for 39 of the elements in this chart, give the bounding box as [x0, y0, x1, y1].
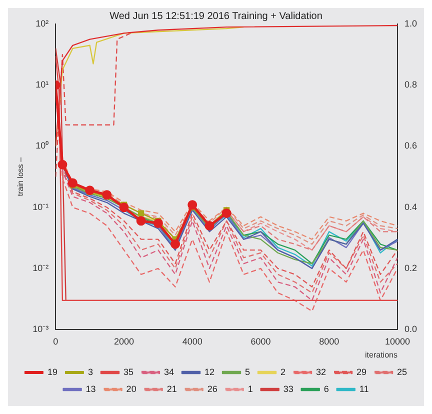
y2-tick-label: 0.0 — [404, 324, 418, 334]
y-tick-label: 10⁻³ — [32, 324, 49, 334]
legend-label: 32 — [316, 366, 326, 377]
legend-label: 20 — [126, 384, 136, 394]
y2-tick-label: 0.2 — [404, 262, 418, 273]
x-tick-label: 6000 — [250, 336, 271, 346]
y2-tick-label: 0.8 — [404, 80, 418, 90]
legend-label: 33 — [283, 384, 294, 394]
y2-tick-label: 0.4 — [404, 202, 418, 212]
y2-tick-label: 1.0 — [404, 18, 418, 28]
legend-label: 34 — [164, 366, 174, 377]
legend-label: 19 — [47, 366, 58, 377]
chart-title: Wed Jun 15 12:51:19 2016 Training + Validation — [110, 10, 322, 22]
legend-label: 12 — [204, 366, 215, 377]
legend-label: 11 — [359, 384, 369, 394]
x-tick-label: 10000 — [384, 336, 410, 346]
y-tick-label: 10² — [36, 18, 49, 28]
legend-label: 1 — [248, 384, 253, 394]
legend-label: 2 — [280, 366, 286, 377]
legend-label: 26 — [207, 384, 218, 394]
x-tick-label: 2000 — [114, 336, 134, 346]
legend-label: 3 — [88, 366, 93, 377]
legend-label: 6 — [324, 384, 329, 394]
x-tick-label: 4000 — [182, 336, 202, 346]
y2-tick-label: 0.6 — [404, 140, 418, 151]
legend-label: 29 — [356, 366, 367, 377]
x-tick-label: 8000 — [319, 336, 340, 346]
legend-label: 35 — [123, 366, 134, 377]
y-tick-label: 10⁰ — [36, 140, 49, 151]
legend-label: 25 — [397, 366, 408, 377]
x-tick-label: 0 — [53, 336, 58, 346]
y-axis-title: train loss – — [16, 156, 26, 196]
legend-label: 13 — [86, 384, 96, 394]
y-tick-label: 10⁻¹ — [32, 202, 49, 212]
x-axis-title: iterations — [365, 350, 398, 360]
legend-label: 5 — [245, 366, 250, 377]
legend-label: 21 — [166, 384, 177, 394]
y-tick-label: 10⁻² — [32, 262, 49, 273]
y-tick-label: 10¹ — [36, 80, 49, 90]
